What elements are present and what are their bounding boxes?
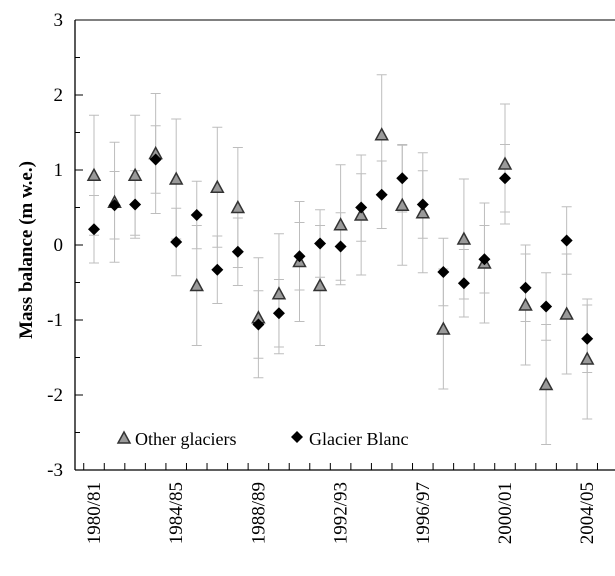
y-tick-label: 0 bbox=[54, 235, 64, 256]
data-point-other-glaciers bbox=[168, 171, 184, 185]
data-point-glacier-blanc bbox=[170, 236, 183, 248]
data-point-other-glaciers bbox=[86, 167, 102, 181]
data-point-glacier-blanc bbox=[478, 253, 491, 266]
data-point-glacier-blanc bbox=[540, 300, 553, 313]
x-tick-label: 1984/85 bbox=[166, 482, 187, 544]
data-point-other-glaciers bbox=[518, 297, 533, 311]
error-bars bbox=[89, 74, 593, 445]
legend-label-glacier-blanc: Glacier Blanc bbox=[309, 429, 408, 449]
data-point-glacier-blanc bbox=[231, 245, 244, 258]
y-tick-label: -1 bbox=[47, 310, 63, 331]
data-point-other-glaciers bbox=[271, 286, 287, 300]
data-point-glacier-blanc bbox=[499, 172, 511, 185]
data-point-other-glaciers bbox=[230, 199, 246, 214]
data-point-glacier-blanc bbox=[334, 240, 347, 253]
data-point-glacier-blanc bbox=[108, 199, 121, 212]
legend: Other glaciers Glacier Blanc bbox=[116, 429, 408, 449]
data-point-other-glaciers bbox=[559, 306, 574, 320]
legend-triangle-marker bbox=[116, 430, 132, 444]
data-point-glacier-blanc bbox=[129, 198, 142, 211]
y-tick-label: -3 bbox=[47, 460, 63, 481]
data-point-other-glaciers bbox=[189, 277, 205, 292]
data-point-other-glaciers bbox=[579, 351, 595, 365]
data-points bbox=[86, 127, 595, 391]
data-point-glacier-blanc bbox=[252, 318, 265, 331]
data-point-glacier-blanc bbox=[293, 250, 306, 263]
data-point-other-glaciers bbox=[210, 179, 225, 193]
data-point-other-glaciers bbox=[394, 197, 410, 211]
data-point-glacier-blanc bbox=[560, 234, 573, 247]
data-point-other-glaciers bbox=[127, 167, 143, 181]
data-point-glacier-blanc bbox=[437, 266, 450, 278]
y-axis-label: Mass balance (m w.e.) bbox=[16, 161, 37, 339]
data-point-other-glaciers bbox=[497, 156, 513, 170]
data-point-other-glaciers bbox=[456, 231, 472, 245]
x-tick-label: 1980/81 bbox=[84, 482, 105, 544]
y-tick-labels: 3 2 1 0 -1 -2 -3 bbox=[47, 10, 63, 481]
data-point-glacier-blanc bbox=[396, 172, 409, 185]
data-point-other-glaciers bbox=[312, 277, 328, 292]
data-point-glacier-blanc bbox=[375, 188, 388, 201]
data-point-glacier-blanc bbox=[272, 307, 285, 320]
x-tick-label: 1996/97 bbox=[413, 482, 434, 544]
x-tick-label: 2004/05 bbox=[577, 482, 598, 544]
data-point-other-glaciers bbox=[415, 205, 431, 219]
data-point-glacier-blanc bbox=[211, 263, 224, 276]
y-tick-label: 3 bbox=[54, 10, 64, 31]
data-point-glacier-blanc bbox=[355, 201, 368, 214]
data-point-other-glaciers bbox=[353, 207, 369, 221]
y-tick-label: 1 bbox=[54, 160, 64, 181]
data-point-other-glaciers bbox=[436, 321, 451, 335]
data-point-glacier-blanc bbox=[416, 198, 429, 211]
y-tick-label: -2 bbox=[47, 385, 63, 406]
x-tick-label: 1988/89 bbox=[248, 482, 269, 544]
data-point-glacier-blanc bbox=[457, 277, 470, 290]
legend-diamond-marker bbox=[291, 431, 303, 443]
axes bbox=[74, 19, 615, 471]
data-point-other-glaciers bbox=[374, 127, 389, 141]
data-point-glacier-blanc bbox=[149, 153, 162, 166]
data-point-other-glaciers bbox=[333, 217, 348, 231]
data-point-glacier-blanc bbox=[581, 332, 594, 345]
x-tick-label: 2000/01 bbox=[495, 482, 516, 544]
x-tick-label: 1992/93 bbox=[331, 482, 352, 544]
data-point-glacier-blanc bbox=[519, 281, 532, 294]
legend-label-other-glaciers: Other glaciers bbox=[135, 429, 236, 449]
data-point-glacier-blanc bbox=[314, 237, 327, 250]
data-point-other-glaciers bbox=[538, 376, 554, 391]
data-point-glacier-blanc bbox=[88, 223, 100, 236]
x-tick-labels: 1980/81 1984/85 1988/89 1992/93 1996/97 2000/… bbox=[84, 482, 598, 544]
data-point-glacier-blanc bbox=[190, 209, 203, 221]
y-tick-label: 2 bbox=[54, 85, 64, 106]
